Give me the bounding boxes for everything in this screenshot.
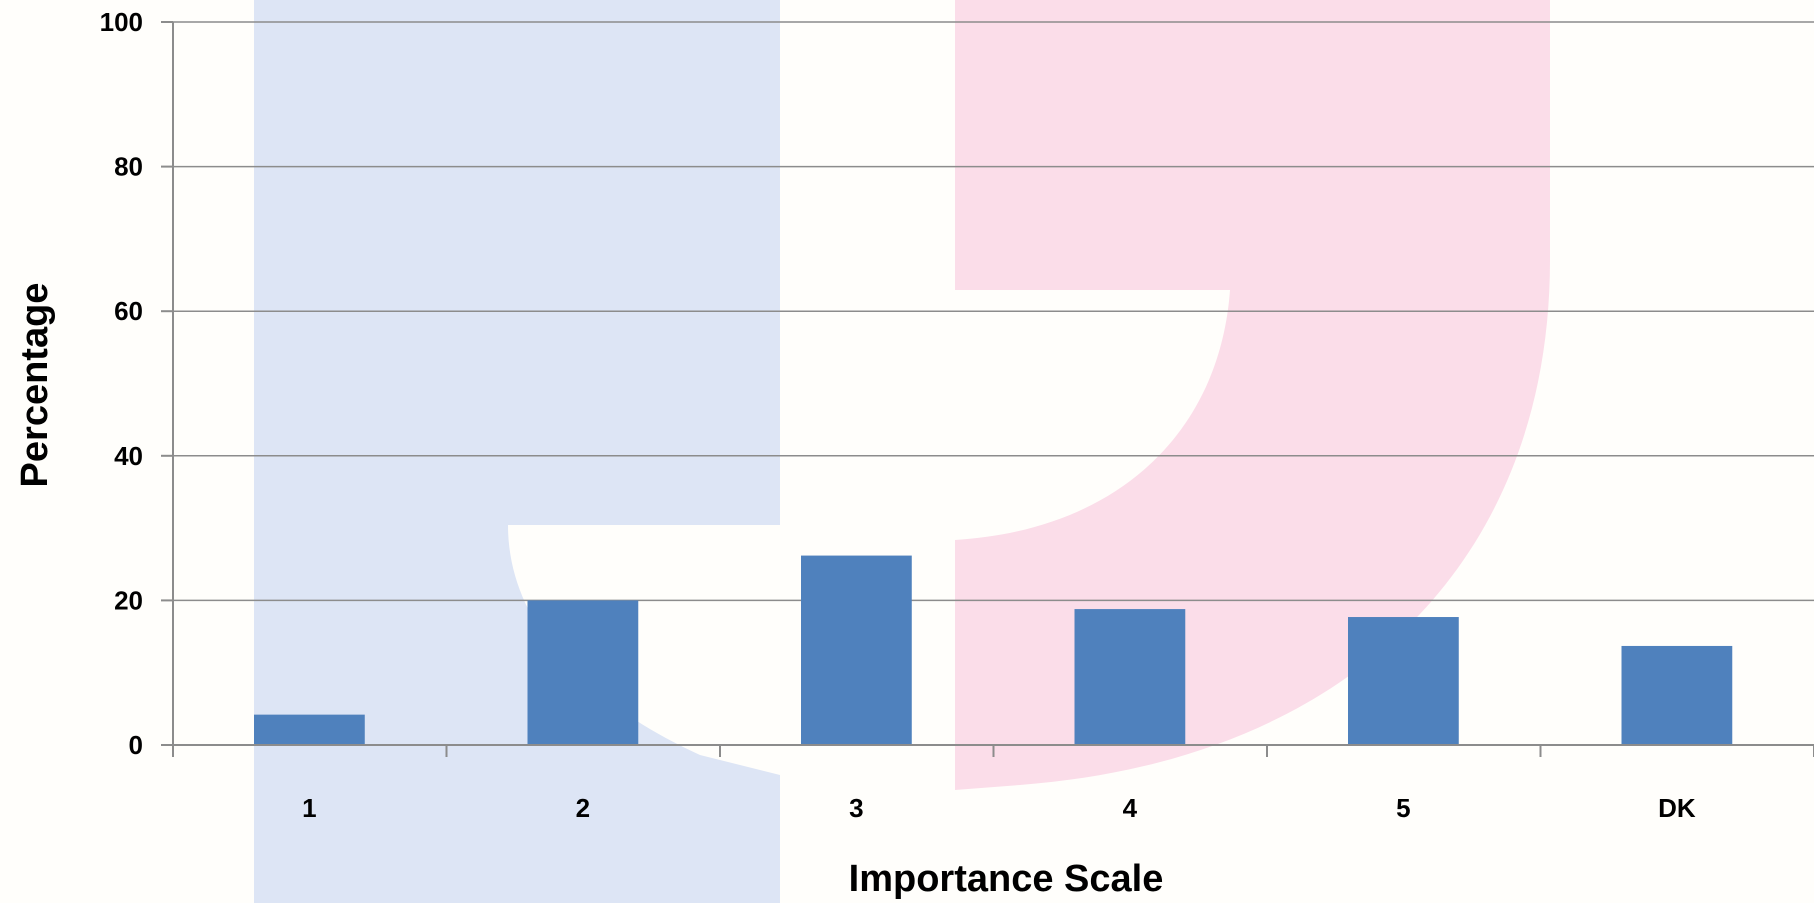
x-tick-label-4: 4: [1123, 793, 1138, 823]
y-tick-label-80: 80: [114, 152, 143, 182]
y-tick-label-60: 60: [114, 296, 143, 326]
watermark-pink-shape: [955, 0, 1550, 790]
bar-2: [527, 600, 639, 745]
watermark-blue-shape: [254, 0, 780, 903]
y-axis-title: Percentage: [14, 283, 56, 488]
background-watermark-logo: [254, 0, 1550, 903]
x-axis-title: Importance Scale: [849, 858, 1164, 900]
y-tick-label-20: 20: [114, 585, 143, 615]
x-tick-label-3: 3: [849, 793, 863, 823]
bar-5: [1348, 617, 1459, 745]
bar-DK: [1621, 645, 1733, 745]
bar-1: [254, 714, 365, 745]
bar-3: [801, 555, 912, 745]
bar-series: [254, 555, 1733, 745]
x-tick-label-2: 2: [576, 793, 590, 823]
gridlines: [173, 21, 1814, 602]
x-tick-label-DK: DK: [1658, 793, 1696, 823]
bar-4: [1074, 609, 1186, 745]
x-tick-label-5: 5: [1396, 793, 1410, 823]
axes: [161, 21, 1814, 757]
x-tick-labels: 1 2 3 4 5 DK: [302, 793, 1696, 823]
y-tick-label-0: 0: [129, 730, 143, 760]
y-tick-labels: 0 20 40 60 80 100: [100, 7, 143, 760]
y-tick-label-40: 40: [114, 441, 143, 471]
x-tick-label-1: 1: [302, 793, 316, 823]
y-tick-label-100: 100: [100, 7, 143, 37]
